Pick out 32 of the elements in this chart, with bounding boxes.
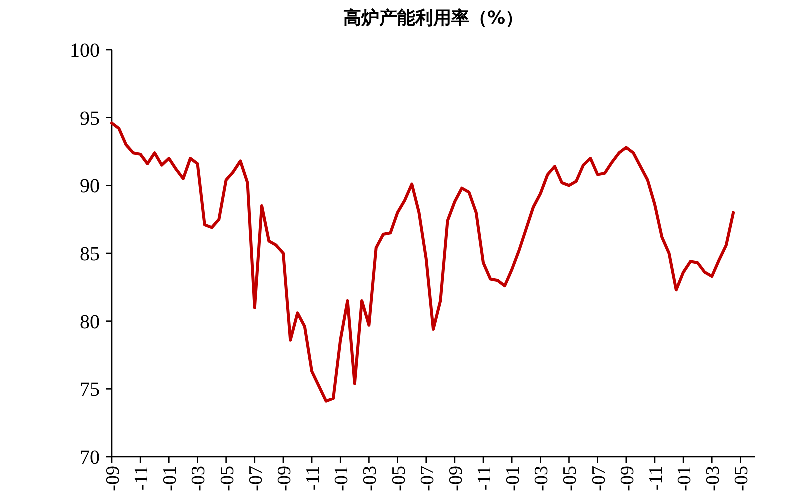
x-tick-label: -09 <box>103 466 124 492</box>
x-tick-label: -11 <box>132 466 153 491</box>
x-tick-label: -03 <box>703 466 724 492</box>
x-tick-label: -11 <box>303 466 324 491</box>
chart-title: 高炉产能利用率（%） <box>343 8 524 29</box>
x-tick-label: -09 <box>617 466 638 492</box>
x-tick-label: -05 <box>560 466 582 492</box>
x-tick-label: -05 <box>388 466 410 492</box>
line-series <box>110 122 736 403</box>
x-tick-label: -03 <box>360 466 382 492</box>
y-tick-label: 95 <box>80 108 100 130</box>
x-tick-label: -09 <box>274 466 296 492</box>
x-tick-label: -11 <box>474 466 496 491</box>
x-tick-label: -03 <box>532 466 553 492</box>
y-tick-label: 90 <box>80 176 100 198</box>
x-tick-label: -03 <box>188 466 210 492</box>
x-tick-label: -05 <box>732 466 753 492</box>
y-tick-label: 70 <box>80 447 100 469</box>
x-tick-label: -07 <box>588 466 610 492</box>
y-tick-label: 80 <box>80 311 100 334</box>
x-tick-label: -01 <box>160 466 182 492</box>
y-tick-label: 85 <box>80 244 100 266</box>
x-tick-label: -05 <box>217 466 238 492</box>
x-tick-label: -01 <box>674 466 696 492</box>
x-tick-label: -01 <box>332 466 353 492</box>
y-tick-label: 100 <box>70 40 100 62</box>
y-tick-label: 75 <box>80 379 100 402</box>
x-tick-label: -07 <box>246 466 267 492</box>
x-tick-label: -09 <box>446 466 467 492</box>
x-tick-label: -01 <box>503 466 524 492</box>
x-tick-label: -07 <box>417 466 438 492</box>
x-tick-label: -11 <box>646 466 667 491</box>
